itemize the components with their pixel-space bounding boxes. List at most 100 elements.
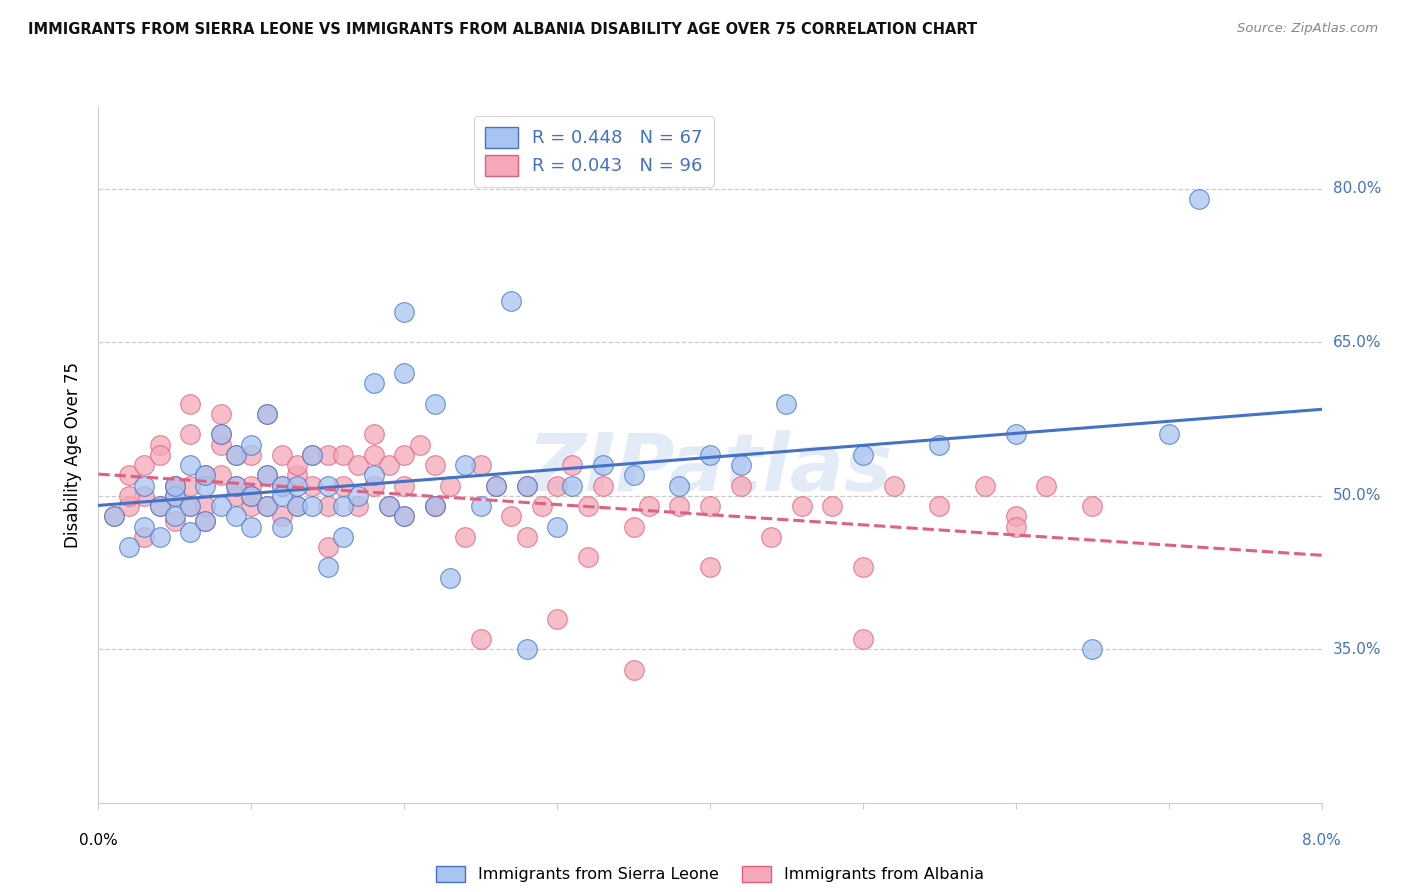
Point xyxy=(316,560,339,574)
Point xyxy=(592,478,614,492)
Point xyxy=(285,499,308,513)
Point xyxy=(270,448,294,462)
Point xyxy=(134,458,156,472)
Point xyxy=(592,458,614,472)
Point xyxy=(1004,509,1026,524)
Point xyxy=(423,458,446,472)
Point xyxy=(163,509,186,524)
Point xyxy=(470,458,492,472)
Point xyxy=(240,489,263,503)
Point xyxy=(285,478,308,492)
Point xyxy=(821,499,844,513)
Point xyxy=(316,540,339,554)
Point xyxy=(852,448,875,462)
Text: ZIPatlas: ZIPatlas xyxy=(527,430,893,508)
Point xyxy=(576,499,599,513)
Point xyxy=(516,478,538,492)
Point xyxy=(501,294,523,309)
Point xyxy=(332,530,354,544)
Point xyxy=(378,458,401,472)
Point xyxy=(225,489,247,503)
Point xyxy=(225,448,247,462)
Point xyxy=(163,489,186,503)
Point xyxy=(928,438,950,452)
Point xyxy=(118,468,141,483)
Point xyxy=(194,478,217,492)
Point xyxy=(439,571,461,585)
Point xyxy=(149,499,172,513)
Point xyxy=(225,509,247,524)
Point xyxy=(454,458,477,472)
Point xyxy=(759,530,782,544)
Point xyxy=(179,427,201,442)
Point xyxy=(179,397,201,411)
Point xyxy=(149,530,172,544)
Point xyxy=(194,515,217,529)
Point xyxy=(392,478,416,492)
Point xyxy=(974,478,997,492)
Point xyxy=(363,427,385,442)
Point xyxy=(790,499,813,513)
Point xyxy=(1035,478,1057,492)
Point xyxy=(256,407,278,421)
Point xyxy=(256,407,278,421)
Point xyxy=(209,468,232,483)
Point xyxy=(928,499,950,513)
Point xyxy=(637,499,661,513)
Point xyxy=(378,499,401,513)
Text: 0.0%: 0.0% xyxy=(79,833,118,848)
Point xyxy=(347,458,370,472)
Point xyxy=(1004,519,1026,533)
Point xyxy=(285,458,308,472)
Point xyxy=(301,478,323,492)
Point xyxy=(209,407,232,421)
Point xyxy=(730,478,752,492)
Point xyxy=(270,489,294,503)
Point xyxy=(423,499,446,513)
Point xyxy=(149,499,172,513)
Point xyxy=(623,519,645,533)
Point xyxy=(546,612,568,626)
Point xyxy=(378,499,401,513)
Point xyxy=(179,524,201,539)
Point xyxy=(118,499,141,513)
Point xyxy=(423,499,446,513)
Point xyxy=(485,478,508,492)
Point xyxy=(118,489,141,503)
Point xyxy=(240,489,263,503)
Point xyxy=(1081,642,1104,657)
Point xyxy=(546,519,568,533)
Point xyxy=(270,478,294,492)
Text: 35.0%: 35.0% xyxy=(1333,642,1381,657)
Point xyxy=(194,468,217,483)
Text: IMMIGRANTS FROM SIERRA LEONE VS IMMIGRANTS FROM ALBANIA DISABILITY AGE OVER 75 C: IMMIGRANTS FROM SIERRA LEONE VS IMMIGRAN… xyxy=(28,22,977,37)
Point xyxy=(163,478,186,492)
Point xyxy=(470,499,492,513)
Point xyxy=(1157,427,1180,442)
Point xyxy=(301,499,323,513)
Point xyxy=(730,458,752,472)
Point xyxy=(225,478,247,492)
Point xyxy=(668,499,690,513)
Point xyxy=(103,509,125,524)
Point xyxy=(209,427,232,442)
Point xyxy=(301,448,323,462)
Point xyxy=(163,489,186,503)
Point xyxy=(699,560,721,574)
Point xyxy=(699,448,721,462)
Point xyxy=(363,448,385,462)
Point xyxy=(179,499,201,513)
Point xyxy=(392,304,416,318)
Point xyxy=(516,642,538,657)
Point xyxy=(240,448,263,462)
Point xyxy=(363,468,385,483)
Point xyxy=(240,499,263,513)
Point xyxy=(163,515,186,529)
Point xyxy=(163,478,186,492)
Point xyxy=(256,499,278,513)
Point xyxy=(501,509,523,524)
Point xyxy=(179,478,201,492)
Point xyxy=(775,397,797,411)
Point xyxy=(316,448,339,462)
Point xyxy=(363,478,385,492)
